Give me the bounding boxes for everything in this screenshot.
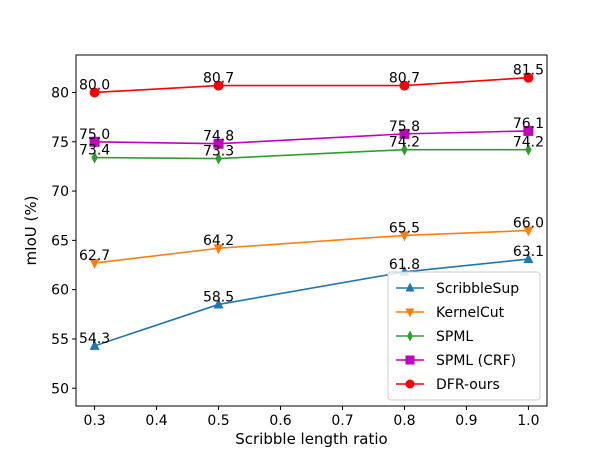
data-point [89, 87, 100, 98]
data-label: 80.7 [389, 71, 420, 87]
data-label: 75.0 [79, 127, 110, 143]
data-point [213, 138, 224, 149]
data-label: 58.5 [203, 289, 234, 305]
data-label: 73.3 [203, 144, 234, 160]
series-line-4 [94, 76, 529, 94]
data-label: 74.8 [203, 129, 234, 145]
data-point [523, 253, 534, 264]
legend-marker [407, 330, 413, 342]
data-label: 61.8 [389, 257, 420, 273]
data-point [89, 339, 100, 350]
x-tick-label: 0.8 [393, 413, 415, 429]
data-label: 80.0 [79, 77, 110, 93]
data-point [213, 298, 224, 309]
legend-label: SPML [436, 329, 473, 345]
data-point [91, 151, 98, 164]
y-tick-label: 80 [51, 85, 69, 101]
legend-marker [405, 308, 415, 318]
x-tick-label: 1.0 [517, 413, 539, 429]
data-label: 65.5 [389, 220, 420, 236]
legend-marker [405, 379, 415, 389]
y-tick-label: 75 [51, 135, 69, 151]
data-point [523, 125, 534, 136]
data-point [399, 128, 410, 139]
data-label: 75.8 [389, 119, 420, 135]
data-point [401, 143, 408, 156]
x-axis-label: Scribble length ratio [235, 430, 387, 448]
series-line-3 [94, 130, 529, 145]
y-axis-label: mIoU (%) [22, 196, 40, 266]
legend-box [387, 271, 541, 401]
series-line-1 [94, 229, 529, 264]
data-point [89, 259, 100, 270]
y-tick-label: 55 [51, 332, 69, 348]
legend-marker [405, 355, 415, 365]
legend-label: SPML (CRF) [436, 353, 516, 369]
series-2 [91, 143, 532, 165]
data-label: 80.7 [203, 71, 234, 87]
data-label: 66.0 [513, 216, 544, 232]
data-point [399, 80, 410, 91]
data-label: 74.2 [389, 135, 420, 151]
series-line-0 [94, 258, 529, 347]
legend-label: ScribbleSup [436, 281, 519, 297]
x-tick-label: 0.7 [331, 413, 353, 429]
data-label: 76.1 [513, 116, 544, 132]
legend-label: DFR-ours [436, 377, 500, 393]
legend-label: KernelCut [436, 305, 505, 321]
data-point [399, 231, 410, 242]
data-label: 54.3 [79, 331, 110, 347]
data-point [215, 152, 222, 165]
x-tick-label: 0.5 [207, 413, 229, 429]
data-point [89, 136, 100, 147]
y-tick-label: 70 [51, 184, 69, 200]
series-1 [89, 226, 534, 270]
series-line-2 [94, 148, 529, 160]
y-tick-label: 50 [51, 381, 69, 397]
data-label: 73.4 [79, 143, 110, 159]
data-label: 74.2 [513, 135, 544, 151]
series-3 [89, 125, 534, 149]
y-tick-label: 60 [51, 283, 69, 299]
x-axis: 0.3 0.4 0.5 0.6 0.7 0.8 0.9 1.0 [83, 406, 540, 429]
data-point [523, 226, 534, 237]
legend: ScribbleSup KernelCut SPML SPML (CRF) DFR-ou… [387, 271, 541, 401]
x-tick-label: 0.9 [455, 413, 477, 429]
data-label: 63.1 [513, 244, 544, 260]
data-label: 62.7 [79, 248, 110, 264]
x-tick-label: 0.6 [269, 413, 291, 429]
axes-frame [75, 54, 548, 407]
x-tick-label: 0.3 [83, 413, 105, 429]
x-tick-label: 0.4 [145, 413, 167, 429]
data-point [523, 72, 534, 83]
data-label: 64.2 [203, 233, 234, 249]
data-point [213, 80, 224, 91]
data-point [213, 244, 224, 255]
data-labels-layer: 54.3 58.5 61.8 63.1 62.7 64.2 65.5 66.0 73.4 73.3… [79, 63, 544, 347]
data-label: 81.5 [513, 63, 544, 79]
series-4 [89, 72, 534, 98]
y-tick-label: 65 [51, 233, 69, 249]
y-axis: 50 55 60 65 70 75 80 [51, 85, 76, 397]
legend-marker [405, 282, 415, 292]
data-point [525, 143, 532, 156]
